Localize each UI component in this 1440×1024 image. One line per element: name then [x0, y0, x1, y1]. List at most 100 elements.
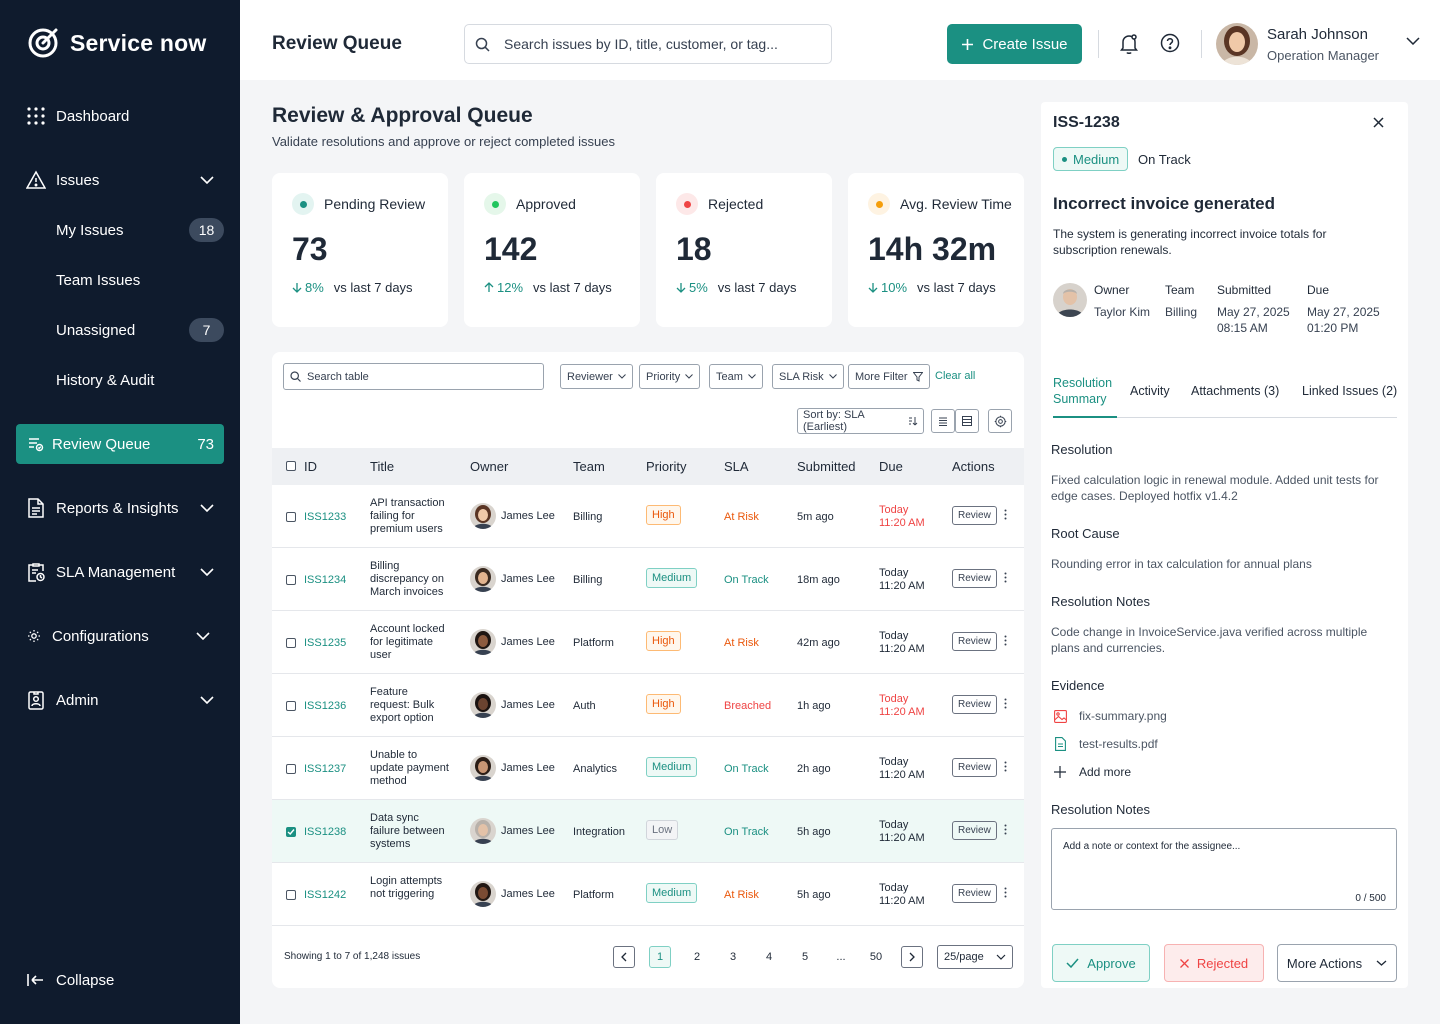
nav-reports[interactable]: Reports & Insights	[26, 488, 224, 528]
resolution-note-textarea[interactable]: Add a note or context for the assignee..…	[1051, 828, 1397, 910]
row-checkbox[interactable]	[286, 638, 296, 648]
filter-sla-risk[interactable]: SLA Risk	[772, 364, 844, 389]
col-sla[interactable]: SLA	[724, 459, 749, 474]
approve-button[interactable]: Approve	[1052, 944, 1150, 982]
row-checkbox[interactable]	[286, 764, 296, 774]
bell-icon[interactable]	[1119, 33, 1139, 55]
tab-linked-issues[interactable]: Linked Issues (2)	[1302, 384, 1398, 398]
issue-id-link[interactable]: ISS1242	[304, 889, 347, 901]
reject-button[interactable]: Rejected	[1164, 944, 1264, 982]
filter-priority[interactable]: Priority	[639, 364, 701, 389]
nav-sla-management[interactable]: SLA Management	[26, 552, 224, 592]
review-button[interactable]: Review	[952, 884, 997, 903]
more-actions-button[interactable]: More Actions	[1277, 944, 1397, 982]
more-vertical-icon[interactable]	[1004, 635, 1007, 646]
table-row[interactable]: ISS1235 Account locked for legitimate use…	[272, 611, 1024, 674]
table-row[interactable]: ISS1234 Billing discrepancy on March invo…	[272, 548, 1024, 611]
owner-label: Owner	[1094, 283, 1130, 297]
review-button[interactable]: Review	[952, 569, 997, 588]
nav-admin[interactable]: Admin	[26, 680, 224, 720]
nav-history-audit[interactable]: History & Audit	[56, 362, 224, 398]
sort-dropdown[interactable]: Sort by: SLA (Earliest)	[797, 408, 924, 434]
row-checkbox[interactable]	[286, 827, 296, 837]
row-checkbox[interactable]	[286, 890, 296, 900]
tab-attachments[interactable]: Attachments (3)	[1191, 384, 1280, 398]
nav-configurations[interactable]: Configurations	[26, 616, 224, 656]
col-priority[interactable]: Priority	[646, 459, 687, 474]
review-button[interactable]: Review	[952, 758, 997, 777]
col-id[interactable]: ID	[304, 459, 317, 474]
prev-page-button[interactable]	[613, 946, 635, 968]
issue-id-link[interactable]: ISS1234	[304, 574, 347, 586]
clear-all-link[interactable]: Clear all	[935, 370, 976, 382]
collapse-button[interactable]: Collapse	[26, 960, 224, 1000]
page-button[interactable]: 4	[765, 951, 773, 963]
owner-name: James Lee	[501, 888, 555, 900]
table-settings-button[interactable]	[988, 409, 1012, 433]
more-vertical-icon[interactable]	[1004, 824, 1007, 835]
nav-team-issues[interactable]: Team Issues	[56, 262, 224, 298]
page-button[interactable]: 2	[693, 951, 701, 963]
submitted-cell: 5h ago	[797, 826, 831, 838]
review-button[interactable]: Review	[952, 506, 997, 525]
row-checkbox[interactable]	[286, 575, 296, 585]
row-checkbox[interactable]	[286, 512, 296, 522]
table-search-input[interactable]: Search table	[283, 363, 544, 390]
table-header: ID Title Owner Team Priority SLA Submitt…	[272, 448, 1024, 485]
page-button[interactable]: 5	[801, 951, 809, 963]
user-menu[interactable]: Sarah Johnson Operation Manager	[1216, 23, 1420, 65]
brand-logo[interactable]: Service now	[26, 26, 206, 60]
table-row[interactable]: ISS1238 Data sync failure between systems…	[272, 800, 1024, 863]
nav-unassigned[interactable]: Unassigned 7	[56, 312, 224, 348]
evidence-file[interactable]: test-results.pdf	[1053, 737, 1158, 751]
page-button[interactable]: 3	[729, 951, 737, 963]
filter-team[interactable]: Team	[709, 364, 763, 389]
owner-avatar	[1053, 283, 1087, 317]
add-more-evidence-button[interactable]: Add more	[1053, 765, 1131, 779]
select-all-checkbox[interactable]	[286, 461, 296, 471]
col-due[interactable]: Due	[879, 459, 903, 474]
evidence-file[interactable]: fix-summary.png	[1053, 709, 1167, 723]
table-row[interactable]: ISS1237 Unable to update payment method Ja…	[272, 737, 1024, 800]
submitted-cell: 5h ago	[797, 889, 831, 901]
tab-resolution-summary[interactable]: Resolution Summary	[1053, 376, 1113, 406]
table-row[interactable]: ISS1242 Login attempts not triggering Jame…	[272, 863, 1024, 926]
per-page-select[interactable]: 25/page	[937, 945, 1013, 969]
issue-id-link[interactable]: ISS1238	[304, 826, 347, 838]
table-view-button[interactable]	[955, 409, 979, 433]
issue-id-link[interactable]: ISS1236	[304, 700, 347, 712]
review-button[interactable]: Review	[952, 632, 997, 651]
global-search-input[interactable]: Search issues by ID, title, customer, or…	[464, 24, 832, 64]
row-checkbox[interactable]	[286, 701, 296, 711]
tab-activity[interactable]: Activity	[1130, 384, 1170, 398]
filter-reviewer[interactable]: Reviewer	[560, 364, 633, 389]
create-issue-button[interactable]: Create Issue	[947, 24, 1082, 64]
col-title[interactable]: Title	[370, 459, 395, 474]
issue-id-link[interactable]: ISS1235	[304, 637, 347, 649]
nav-my-issues[interactable]: My Issues 18	[56, 212, 224, 248]
nav-dashboard[interactable]: Dashboard	[26, 96, 224, 136]
col-team[interactable]: Team	[573, 459, 605, 474]
more-vertical-icon[interactable]	[1004, 572, 1007, 583]
close-icon[interactable]	[1373, 117, 1384, 128]
nav-review-queue[interactable]: Review Queue 73	[16, 424, 224, 464]
more-vertical-icon[interactable]	[1004, 509, 1007, 520]
list-view-button[interactable]	[931, 409, 955, 433]
filter-more[interactable]: More Filter	[848, 364, 930, 389]
col-submitted[interactable]: Submitted	[797, 459, 856, 474]
review-button[interactable]: Review	[952, 695, 997, 714]
col-owner[interactable]: Owner	[470, 459, 509, 474]
page-button[interactable]: 1	[649, 946, 671, 968]
issue-id-link[interactable]: ISS1233	[304, 511, 347, 523]
issue-id-link[interactable]: ISS1237	[304, 763, 347, 775]
table-row[interactable]: ISS1236 Feature request: Bulk export opti…	[272, 674, 1024, 737]
more-vertical-icon[interactable]	[1004, 887, 1007, 898]
review-button[interactable]: Review	[952, 821, 997, 840]
more-vertical-icon[interactable]	[1004, 698, 1007, 709]
help-icon[interactable]	[1160, 33, 1180, 53]
page-button[interactable]: 50	[869, 951, 883, 963]
table-row[interactable]: ISS1233 API transaction failing for premi…	[272, 485, 1024, 548]
nav-issues[interactable]: Issues	[26, 160, 224, 200]
next-page-button[interactable]	[901, 946, 923, 968]
more-vertical-icon[interactable]	[1004, 761, 1007, 772]
